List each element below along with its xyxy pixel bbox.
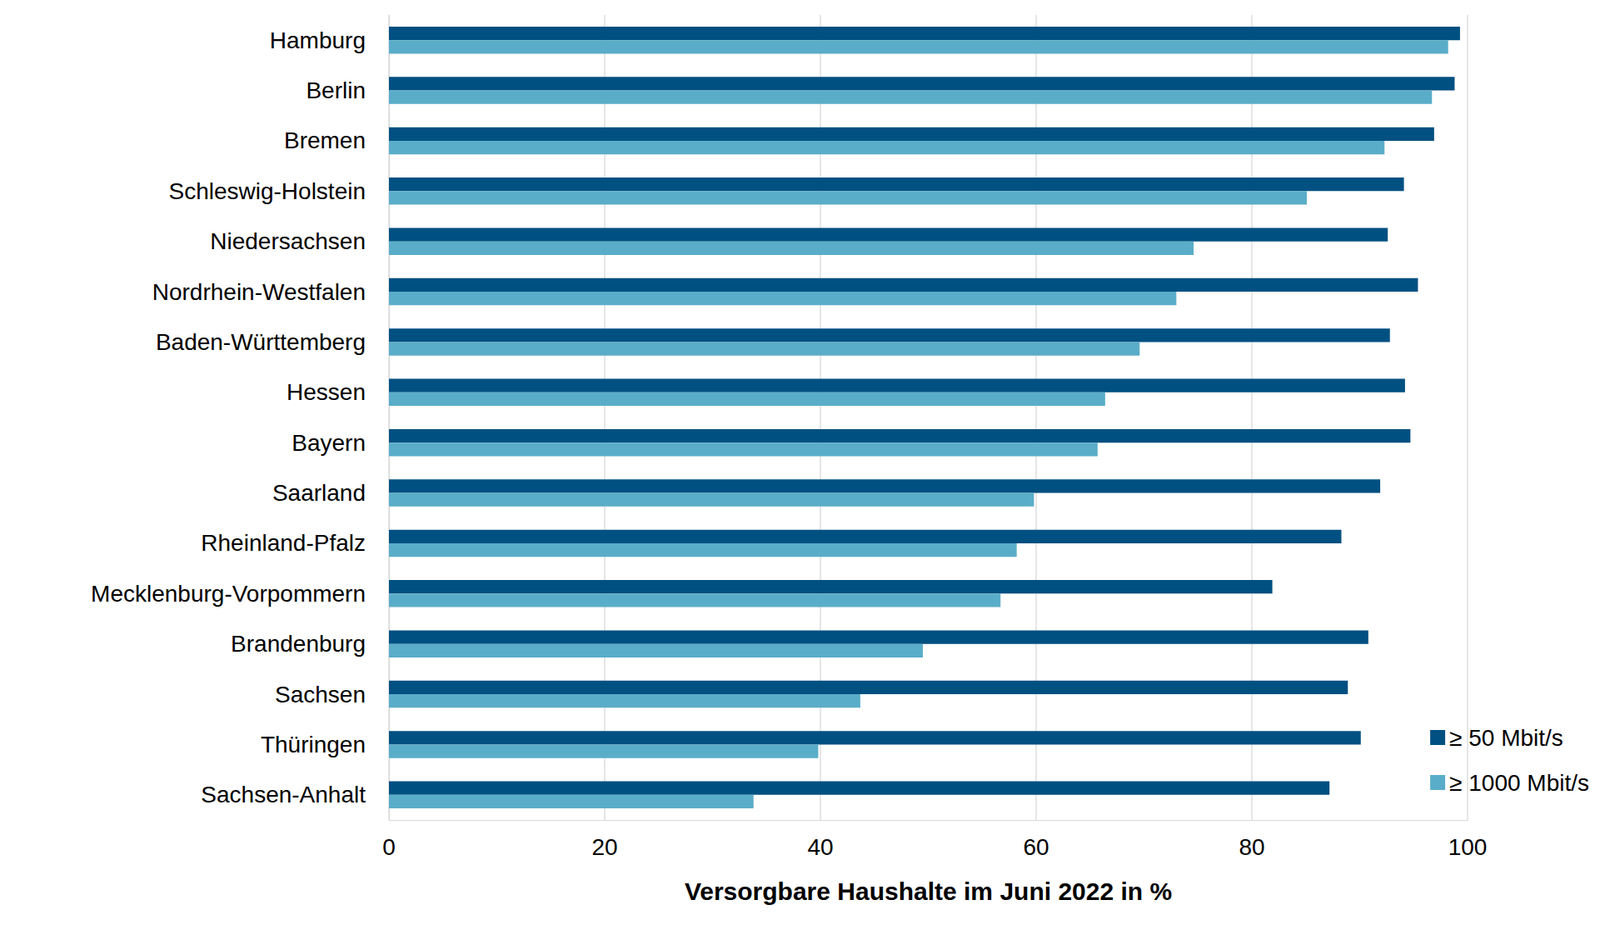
svg-text:Nordrhein-Westfalen: Nordrhein-Westfalen [152, 279, 366, 305]
svg-text:Schleswig-Holstein: Schleswig-Holstein [168, 178, 366, 205]
svg-text:100: 100 [1448, 833, 1488, 860]
svg-text:Niedersachsen: Niedersachsen [209, 228, 366, 255]
svg-text:Hessen: Hessen [286, 378, 366, 405]
svg-text:Rheinland-Pfalz: Rheinland-Pfalz [200, 529, 366, 556]
svg-text:Hamburg: Hamburg [269, 27, 366, 54]
svg-text:Baden-Württemberg: Baden-Württemberg [155, 328, 366, 355]
svg-text:60: 60 [1022, 833, 1049, 860]
svg-text:Berlin: Berlin [305, 77, 366, 104]
svg-text:Brandenburg: Brandenburg [230, 630, 366, 657]
svg-text:Saarland: Saarland [272, 479, 366, 506]
svg-text:Mecklenburg-Vorpommern: Mecklenburg-Vorpommern [90, 580, 366, 607]
svg-text:Bremen: Bremen [284, 127, 366, 154]
svg-text:Bayern: Bayern [291, 429, 366, 456]
svg-text:Versorgbare Haushalte im Juni: Versorgbare Haushalte im Juni 2022 in % [684, 877, 1172, 905]
svg-text:Thüringen: Thüringen [260, 731, 366, 758]
svg-text:Sachsen-Anhalt: Sachsen-Anhalt [200, 781, 366, 808]
svg-text:80: 80 [1238, 833, 1265, 860]
svg-text:0: 0 [382, 833, 396, 860]
svg-text:40: 40 [807, 833, 833, 860]
svg-text:≥ 1000 Mbit/s: ≥ 1000 Mbit/s [1449, 769, 1590, 796]
svg-text:Sachsen: Sachsen [274, 681, 366, 708]
svg-text:20: 20 [591, 833, 618, 860]
svg-text:≥ 50 Mbit/s: ≥ 50 Mbit/s [1449, 724, 1564, 751]
